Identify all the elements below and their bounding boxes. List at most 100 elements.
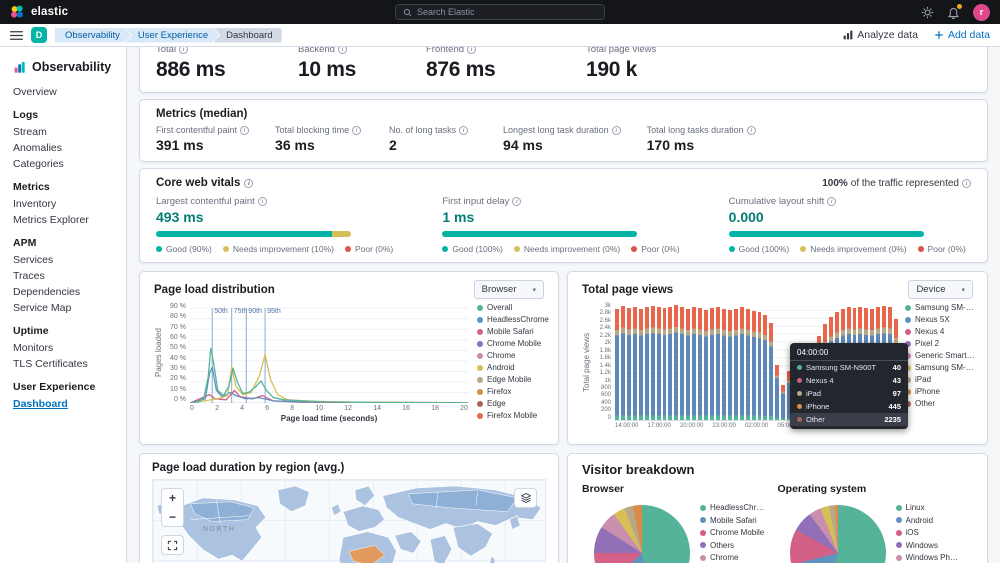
bar[interactable] [615,308,619,420]
info-icon[interactable]: i [512,197,522,206]
bar[interactable] [650,305,655,420]
sidebar-item-inventory[interactable]: Inventory [13,198,57,210]
info-icon[interactable]: i [240,125,250,135]
avatar[interactable]: r [973,3,990,21]
info-icon[interactable]: i [337,47,347,54]
legend-item-others[interactable]: Others [700,541,766,550]
legend-item-generic-smartphone[interactable]: Generic Smartphone [905,351,978,360]
os-pie-chart[interactable] [789,505,886,563]
legend-item-mobile-safari[interactable]: Mobile Safari [700,516,766,525]
legend-item-firefox-mobile[interactable]: Firefox Mobile [477,411,550,420]
map-zoom-in-button[interactable]: + [161,488,184,508]
bar[interactable] [662,308,667,420]
map-layers-icon[interactable] [514,488,537,508]
legend-item-chrome[interactable]: Chrome [477,351,550,360]
info-icon[interactable]: i [257,197,267,206]
bar[interactable] [680,307,685,420]
legend-item-windows-phone[interactable]: Windows Phone [895,553,962,562]
breadcrumb-observability[interactable]: Observability [55,28,131,43]
add-data-button[interactable]: Add data [934,29,990,41]
legend-item-samsung-sm-g900p[interactable]: Samsung SM-G900P [905,363,978,372]
bar[interactable] [620,306,625,420]
page-load-distribution-chart[interactable]: 50th 75th 90th 95th [190,303,468,403]
sidebar-item-tls-certificates[interactable]: TLS Certificates [13,358,88,370]
bar[interactable] [710,307,714,420]
bar[interactable] [733,308,738,420]
notifications-bell-icon[interactable] [947,3,962,19]
info-icon[interactable]: i [459,125,469,135]
legend-item-android[interactable]: Android [895,516,962,525]
bar[interactable] [674,305,679,420]
sidebar-item-services[interactable]: Services [13,254,54,266]
space-badge[interactable]: D [31,27,47,43]
bar[interactable] [668,306,673,420]
info-icon[interactable]: i [352,125,362,135]
bar[interactable] [757,312,762,420]
bar[interactable] [769,322,774,420]
legend-item-headlesschrome[interactable]: HeadlessChrome [700,503,766,512]
legend-item-ipad[interactable]: iPad [905,375,978,384]
bar[interactable] [686,308,691,420]
bar[interactable] [638,308,643,420]
legend-item-other[interactable]: Other [905,399,978,408]
legend-item-linux[interactable]: Linux [895,503,962,512]
region-map[interactable]: NORTH + − [152,479,546,563]
bar[interactable] [692,306,697,420]
bar[interactable] [721,308,726,420]
map-zoom-out-button[interactable]: − [161,507,184,527]
analyze-data-button[interactable]: Analyze data [843,29,918,41]
bar[interactable] [626,307,631,420]
legend-item-android[interactable]: Android [477,363,550,372]
sidebar-item-overview[interactable]: Overview [13,86,57,98]
bar[interactable] [751,310,756,420]
elastic-logo-icon[interactable] [10,5,24,19]
legend-item-edge[interactable]: Edge [477,399,550,408]
bar[interactable] [775,365,780,420]
bar[interactable] [656,306,661,420]
info-icon[interactable]: i [611,125,621,135]
bar[interactable] [727,310,732,420]
sidebar-item-service-map[interactable]: Service Map [13,302,72,314]
bar[interactable] [715,306,720,420]
breadcrumb-user-experience[interactable]: User Experience [125,28,219,43]
legend-item-firefox[interactable]: Firefox [477,387,550,396]
gear-icon[interactable] [921,6,934,19]
sidebar-item-dependencies[interactable]: Dependencies [13,286,81,298]
bar[interactable] [787,371,792,420]
sidebar-item-anomalies[interactable]: Anomalies [13,142,63,154]
legend-item-chrome-mobile[interactable]: Chrome Mobile [700,528,766,537]
global-search-input[interactable]: Search Elastic [395,4,605,20]
legend-item-samsung-sm-n900t[interactable]: Samsung SM-N900T [905,303,978,312]
legend-item-mobile-safari[interactable]: Mobile Safari [477,327,550,336]
legend-item-nexus-4[interactable]: Nexus 4 [905,327,978,336]
bar[interactable] [763,314,768,420]
breakdown-select-browser[interactable]: Browser ▾ [473,280,544,299]
legend-item-edge-mobile[interactable]: Edge Mobile [477,375,550,384]
breakdown-select-device[interactable]: Device ▾ [908,280,973,299]
info-icon[interactable]: i [467,47,477,54]
legend-item-ios[interactable]: iOS [895,528,962,537]
bar[interactable] [698,308,703,420]
menu-hamburger-icon[interactable] [10,29,23,42]
info-icon[interactable]: i [244,178,254,188]
bar[interactable] [704,309,708,420]
info-icon[interactable]: i [827,197,837,206]
world-map[interactable] [153,480,545,563]
info-icon[interactable]: i [962,178,971,188]
sidebar-item-traces[interactable]: Traces [13,270,45,282]
map-fit-bounds-button[interactable] [161,535,184,555]
bar[interactable] [739,307,744,420]
legend-item-nexus-5x[interactable]: Nexus 5X [905,315,978,324]
sidebar-item-stream[interactable]: Stream [13,126,47,138]
sidebar-item-categories[interactable]: Categories [13,158,64,170]
sidebar-item-dashboard[interactable]: Dashboard [13,398,68,410]
sidebar-item-metrics-explorer[interactable]: Metrics Explorer [13,214,89,226]
bar[interactable] [781,384,786,420]
legend-item-chrome[interactable]: Chrome [700,553,766,562]
bar[interactable] [745,309,750,420]
legend-item-windows[interactable]: Windows [895,541,962,550]
sidebar-item-monitors[interactable]: Monitors [13,342,54,354]
legend-item-chrome-mobile[interactable]: Chrome Mobile [477,339,550,348]
legend-item-headlesschrome[interactable]: HeadlessChrome [477,315,550,324]
legend-item-iphone[interactable]: iPhone [905,387,978,396]
